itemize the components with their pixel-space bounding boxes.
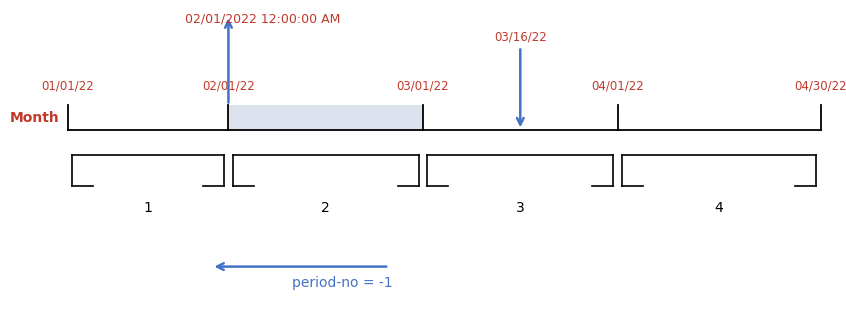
Text: 03/01/22: 03/01/22 xyxy=(397,80,449,93)
Text: 02/01/2022 12:00:00 AM: 02/01/2022 12:00:00 AM xyxy=(184,12,340,25)
Text: 04/30/22: 04/30/22 xyxy=(794,80,846,93)
Text: 03/16/22: 03/16/22 xyxy=(494,30,547,43)
Text: 01/01/22: 01/01/22 xyxy=(41,80,94,93)
Text: period-no = -1: period-no = -1 xyxy=(293,276,393,290)
Bar xyxy=(228,105,423,130)
Text: 1: 1 xyxy=(144,202,152,215)
Text: 3: 3 xyxy=(516,202,525,215)
Text: 2: 2 xyxy=(321,202,330,215)
Text: 4: 4 xyxy=(715,202,723,215)
Text: 04/01/22: 04/01/22 xyxy=(591,80,644,93)
Text: Month: Month xyxy=(9,111,59,125)
Text: 02/01/22: 02/01/22 xyxy=(202,80,255,93)
